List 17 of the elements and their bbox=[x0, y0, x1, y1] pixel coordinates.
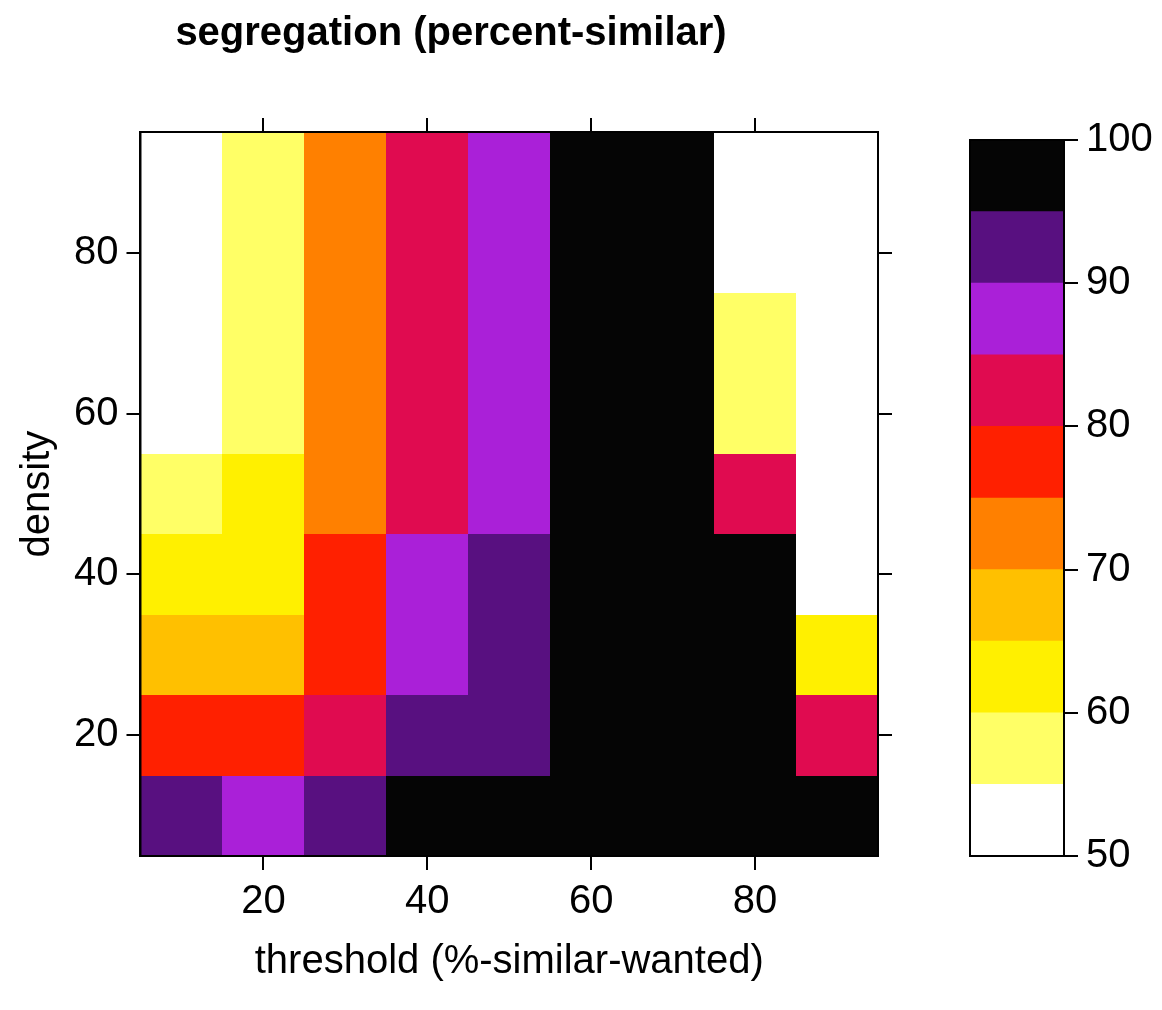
y-tick-label: 40 bbox=[73, 549, 119, 594]
y-tick-label: 60 bbox=[73, 388, 119, 433]
color-bar-label: 50 bbox=[1086, 831, 1131, 876]
color-bar-label: 80 bbox=[1086, 401, 1131, 446]
x-axis-title: threshold (%-similar-wanted) bbox=[254, 937, 764, 982]
color-bar-label: 90 bbox=[1086, 258, 1131, 303]
y-tick-label: 20 bbox=[73, 710, 119, 755]
x-tick-label: 20 bbox=[241, 877, 286, 922]
x-tick-label: 80 bbox=[732, 877, 778, 922]
chart-title: segregation (percent-similar) bbox=[175, 9, 727, 54]
x-tick-label: 60 bbox=[568, 877, 614, 922]
color-bar-label: 70 bbox=[1086, 544, 1131, 589]
y-tick-label: 80 bbox=[73, 227, 119, 272]
x-tick-label: 40 bbox=[405, 877, 450, 922]
color-bar-label: 100 bbox=[1086, 115, 1153, 160]
color-bar-label: 60 bbox=[1086, 687, 1131, 732]
y-axis-title: density bbox=[13, 430, 58, 558]
